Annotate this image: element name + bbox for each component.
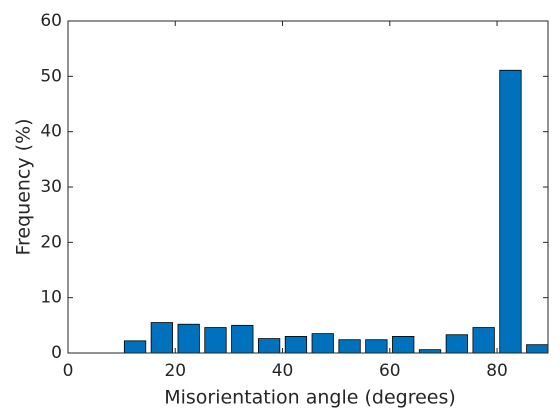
- bar: [472, 327, 495, 354]
- bar: [445, 334, 468, 354]
- y-axis-label: Frequency (%): [13, 118, 35, 255]
- y-tick-label: 20: [40, 232, 62, 252]
- y-tick-label: 40: [40, 122, 62, 142]
- x-tick-label: 40: [272, 361, 294, 381]
- bar: [204, 327, 227, 354]
- bar: [123, 340, 147, 354]
- bar: [365, 339, 388, 354]
- y-tick-label: 50: [40, 66, 62, 86]
- x-tick-label: 20: [164, 361, 186, 381]
- bar: [499, 69, 522, 354]
- bar: [392, 335, 415, 354]
- y-tick-label: 10: [40, 288, 62, 308]
- x-tick-label: 0: [63, 361, 74, 381]
- y-tick-label: 60: [40, 11, 62, 31]
- bar: [150, 322, 173, 354]
- bar: [311, 333, 334, 354]
- x-axis-label: Misorientation angle (degrees): [164, 387, 456, 409]
- x-tick-label: 80: [486, 361, 508, 381]
- y-tick-label: 0: [51, 343, 62, 363]
- bar: [257, 338, 281, 354]
- bar: [338, 339, 361, 354]
- bar: [231, 324, 254, 354]
- y-tick-label: 30: [40, 177, 62, 197]
- x-tick-label: 60: [379, 361, 401, 381]
- bar: [177, 323, 200, 354]
- bar: [284, 335, 308, 354]
- bar: [526, 344, 549, 354]
